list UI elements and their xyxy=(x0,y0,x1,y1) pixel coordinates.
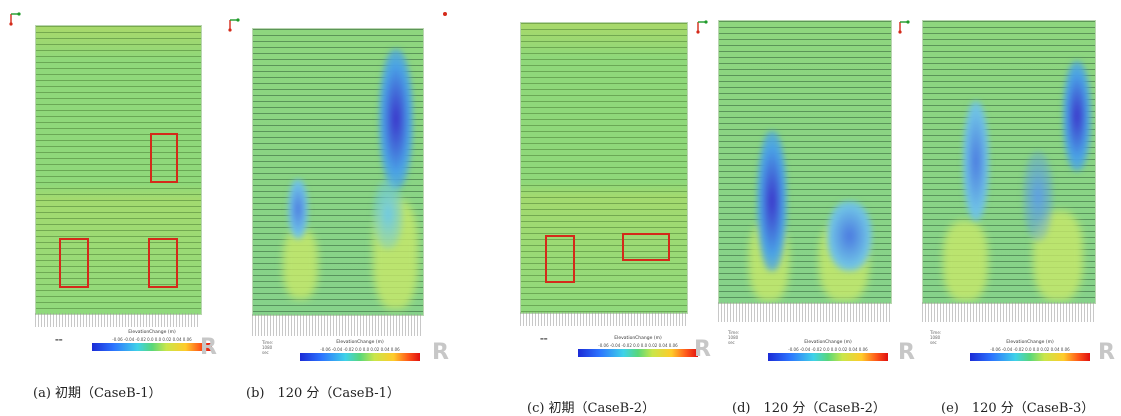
elevation-map-e xyxy=(922,20,1096,304)
elevation-legend: ElevationChange (m) -0.06 -0.04 -0.02 0.… xyxy=(578,336,698,362)
legend-ticks: -0.06 -0.04 -0.02 0.0 0.0 0.02 0.04 0.06 xyxy=(788,347,868,352)
highlight-box-c-right xyxy=(622,233,670,261)
highlight-box-a-bottom-right xyxy=(148,238,178,288)
elevation-map-d xyxy=(718,20,892,304)
bed-profile-strip xyxy=(35,313,200,327)
elevation-legend: ElevationChange (m) -0.06 -0.04 -0.02 0.… xyxy=(768,340,888,366)
legend-colorbar xyxy=(578,349,698,357)
caption-d: (d) 120 分（CaseB-2） xyxy=(732,401,886,416)
logo: R xyxy=(1098,340,1115,365)
logo: R xyxy=(898,340,915,365)
elevation-legend: ElevationChange (m) -0.06 -0.04 -0.02 0.… xyxy=(300,340,420,366)
legend-ticks: -0.06 -0.04 -0.02 0.0 0.0 0.02 0.04 0.06 xyxy=(112,337,192,342)
elevation-map-c xyxy=(520,22,688,314)
legend-title: ElevationChange (m) xyxy=(1006,340,1054,345)
scale-bar: ▬▬ xyxy=(540,336,548,341)
caption-a: (a) 初期（CaseB-1） xyxy=(33,386,162,401)
legend-colorbar xyxy=(300,353,420,361)
bed-profile-strip xyxy=(718,302,890,322)
axis-orientation-icon xyxy=(9,12,21,26)
scale-text: Time: 1080 sec xyxy=(728,330,740,345)
logo: R xyxy=(694,337,711,362)
legend-colorbar xyxy=(92,343,212,351)
highlight-box-a-top xyxy=(150,133,178,183)
highlight-box-c-left xyxy=(545,235,575,283)
axis-orientation-icon xyxy=(228,18,240,32)
scale-text: Time: 1080 sec xyxy=(262,340,274,355)
scale-text: Time: 1080 sec xyxy=(930,330,942,345)
elevation-legend: ElevationChange (m) -0.06 -0.04 -0.02 0.… xyxy=(970,340,1090,366)
highlight-box-a-bottom-left xyxy=(59,238,89,288)
bed-profile-strip xyxy=(252,314,422,336)
legend-ticks: -0.06 -0.04 -0.02 0.0 0.0 0.02 0.04 0.06 xyxy=(990,347,1070,352)
bed-profile-strip xyxy=(520,312,686,326)
logo: R xyxy=(432,340,449,365)
legend-ticks: -0.06 -0.04 -0.02 0.0 0.0 0.02 0.04 0.06 xyxy=(598,343,678,348)
bed-profile-strip xyxy=(922,302,1094,322)
elevation-map-a xyxy=(35,25,202,315)
legend-title: ElevationChange (m) xyxy=(804,340,852,345)
legend-colorbar xyxy=(970,353,1090,361)
caption-b: (b) 120 分（CaseB-1） xyxy=(246,386,400,401)
legend-title: ElevationChange (m) xyxy=(336,340,384,345)
elevation-map-b xyxy=(252,28,424,316)
corner-marker xyxy=(443,12,447,16)
caption-e: (e) 120 分（CaseB-3） xyxy=(941,401,1095,416)
legend-ticks: -0.06 -0.04 -0.02 0.0 0.0 0.02 0.04 0.06 xyxy=(320,347,400,352)
axis-orientation-icon xyxy=(696,20,708,34)
legend-title: ElevationChange (m) xyxy=(614,336,662,341)
logo: R xyxy=(200,335,217,360)
scale-bar: ▬▬ xyxy=(55,337,63,342)
axis-orientation-icon xyxy=(898,20,910,34)
legend-title: ElevationChange (m) xyxy=(128,330,176,335)
elevation-legend: ElevationChange (m) -0.06 -0.04 -0.02 0.… xyxy=(92,330,212,356)
legend-colorbar xyxy=(768,353,888,361)
caption-c: (c) 初期（CaseB-2） xyxy=(527,401,656,416)
